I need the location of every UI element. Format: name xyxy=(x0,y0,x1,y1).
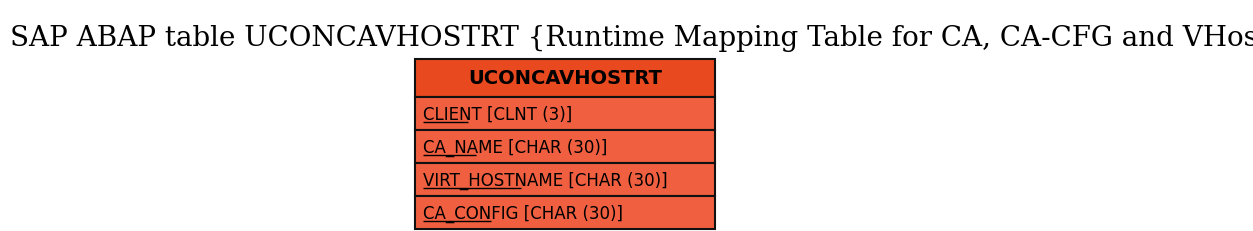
Bar xyxy=(415,97,715,131)
Text: CA_CONFIG [CHAR (30)]: CA_CONFIG [CHAR (30)] xyxy=(424,204,623,222)
Text: SAP ABAP table UCONCAVHOSTRT {Runtime Mapping Table for CA, CA-CFG and VHost}: SAP ABAP table UCONCAVHOSTRT {Runtime Ma… xyxy=(10,24,1253,51)
Bar xyxy=(415,131,715,163)
Text: VIRT_HOSTNAME [CHAR (30)]: VIRT_HOSTNAME [CHAR (30)] xyxy=(424,171,668,189)
Text: UCONCAVHOSTRT: UCONCAVHOSTRT xyxy=(469,69,662,88)
Text: CA_NAME [CHAR (30)]: CA_NAME [CHAR (30)] xyxy=(424,138,608,156)
Bar xyxy=(415,60,715,97)
Text: CLIENT [CLNT (3)]: CLIENT [CLNT (3)] xyxy=(424,105,573,123)
Bar xyxy=(415,196,715,229)
Bar xyxy=(415,163,715,196)
